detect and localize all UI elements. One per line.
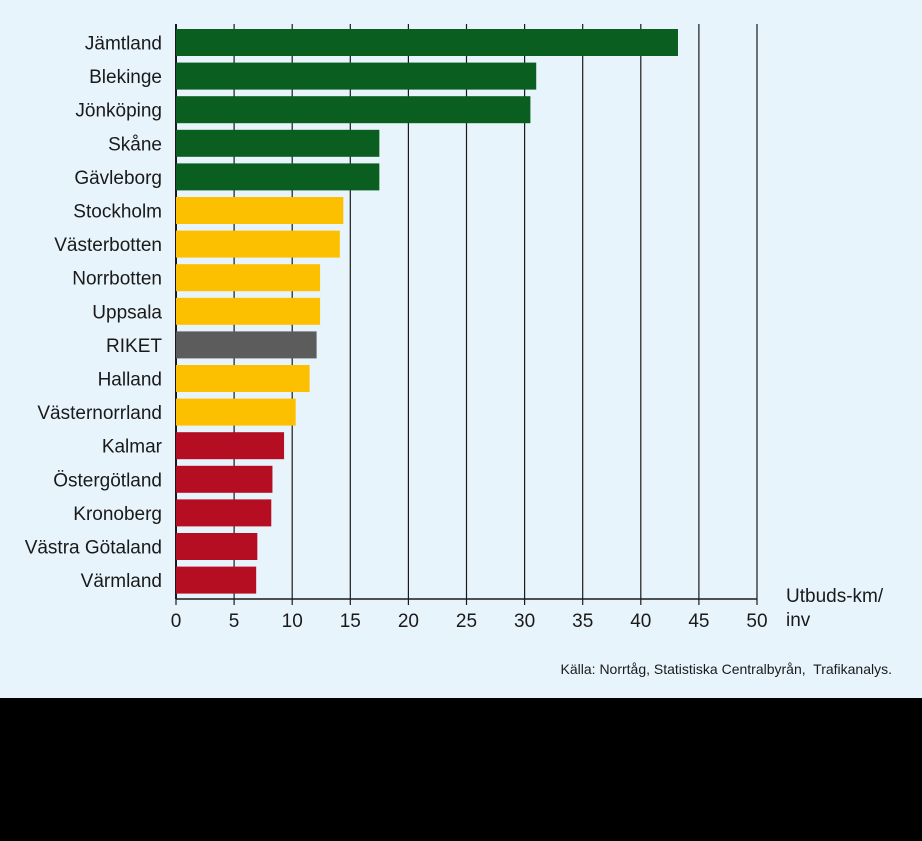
bar-0 (176, 29, 678, 56)
category-labels: Jämtland Blekinge Jönköping Skåne Gävleborg S… (25, 34, 163, 593)
category-label-3: Skåne (108, 134, 162, 155)
bar-2 (176, 96, 531, 124)
category-label-11: Västernorrland (37, 403, 162, 424)
category-label-7: Norrbotten (72, 269, 162, 290)
bar-13 (176, 465, 273, 493)
bar-chart: 0 5 10 15 20 25 30 35 40 45 50 Jämtland Blekinge Jön… (25, 24, 888, 632)
x-axis-unit-line-1: Utbuds-km/ (786, 586, 884, 607)
x-axis-unit-line-2: inv (786, 610, 811, 631)
x-tick-label-25: 25 (456, 611, 477, 632)
x-tick-label-30: 30 (514, 611, 535, 632)
bar-6 (176, 230, 340, 258)
x-axis-unit-label: Utbuds-km/ inv (786, 586, 888, 631)
x-axis: 0 5 10 15 20 25 30 35 40 45 50 (171, 598, 768, 632)
category-label-13: Östergötland (53, 470, 162, 491)
bar-9 (176, 331, 317, 359)
category-label-6: Västerbotten (54, 235, 162, 256)
bar-8 (176, 297, 321, 325)
category-label-0: Jämtland (85, 34, 162, 55)
category-label-8: Uppsala (92, 302, 162, 323)
bar-5 (176, 197, 344, 224)
bar-11 (176, 398, 296, 426)
category-label-5: Stockholm (73, 202, 162, 223)
chart-panel: 0 5 10 15 20 25 30 35 40 45 50 Jämtland Blekinge Jön… (0, 0, 922, 698)
category-label-12: Kalmar (102, 437, 163, 458)
category-label-10: Halland (98, 370, 162, 391)
x-tick-label-45: 45 (688, 611, 709, 632)
x-tick-label-40: 40 (630, 611, 651, 632)
x-tick-label-10: 10 (282, 611, 303, 632)
bottom-black-band (0, 698, 922, 841)
category-label-2: Jönköping (75, 101, 162, 122)
x-tick-label-20: 20 (398, 611, 419, 632)
category-label-15: Västra Götaland (25, 538, 162, 559)
bar-4 (176, 163, 380, 191)
category-label-9: RIKET (106, 336, 162, 357)
bars (176, 29, 678, 594)
category-label-1: Blekinge (89, 67, 162, 88)
bar-7 (176, 264, 321, 292)
bar-12 (176, 432, 285, 460)
x-tick-label-5: 5 (229, 611, 240, 632)
source-note: Källa: Norrtåg, Statistiska Centralbyrån… (560, 661, 892, 677)
category-label-4: Gävleborg (74, 168, 162, 189)
bar-3 (176, 129, 380, 157)
category-label-16: Värmland (81, 571, 162, 592)
bar-14 (176, 499, 272, 527)
category-label-14: Kronoberg (73, 504, 162, 525)
x-tick-label-0: 0 (171, 611, 182, 632)
x-tick-label-35: 35 (572, 611, 593, 632)
bar-10 (176, 365, 310, 392)
bar-16 (176, 566, 257, 594)
bar-15 (176, 533, 258, 560)
x-tick-label-50: 50 (746, 611, 767, 632)
x-tick-label-15: 15 (340, 611, 361, 632)
bar-1 (176, 62, 537, 90)
